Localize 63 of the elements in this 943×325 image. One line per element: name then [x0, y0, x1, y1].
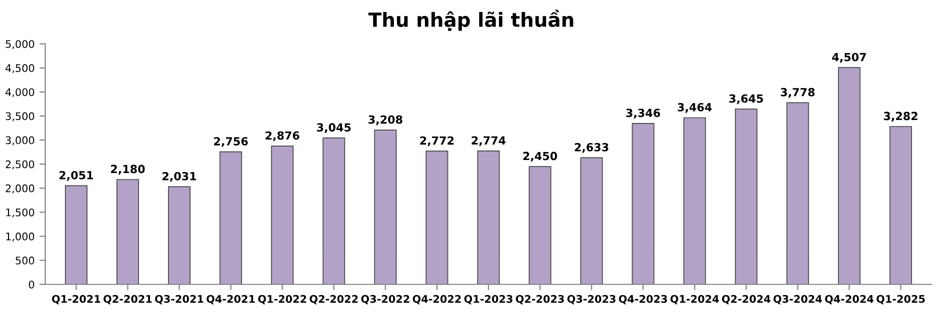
x-tick-label: Q1-2022: [258, 294, 306, 304]
data-label: 2,756: [214, 137, 248, 147]
x-tick-label: Q1-2021: [52, 294, 100, 304]
bar: [528, 166, 552, 284]
chart-title: Thu nhập lãi thuần: [368, 10, 574, 31]
y-tick-label: 4,500: [6, 64, 34, 74]
x-tick-label: Q3-2024: [774, 294, 822, 304]
x-tick-label: Q1-2025: [876, 294, 925, 304]
y-tick-label: 3,500: [6, 112, 34, 122]
bar: [890, 126, 912, 284]
y-tick-label: 4,000: [6, 88, 34, 98]
y-tick-label: 1,000: [6, 232, 34, 242]
bar: [426, 150, 448, 284]
y-tick-label: 2,500: [6, 160, 34, 170]
bar: [632, 123, 654, 284]
x-tick-label: Q3-2023: [567, 294, 616, 304]
bar: [374, 130, 397, 284]
x-tick-label: Q4-2022: [412, 294, 461, 304]
y-tick-label: 1,500: [6, 208, 34, 218]
data-label: 2,180: [111, 164, 145, 175]
data-label: 3,346: [626, 108, 660, 119]
x-tick-label: Q4-2024: [825, 294, 874, 304]
x-tick-label: Q3-2021: [155, 294, 204, 304]
x-tick-label: Q4-2023: [618, 294, 667, 304]
x-tick-label: Q1-2023: [464, 294, 512, 304]
x-tick-label: Q2-2021: [104, 294, 152, 304]
data-label: 2,772: [420, 136, 454, 146]
x-tick-label: Q2-2022: [310, 294, 358, 304]
data-label: 2,031: [162, 172, 196, 182]
x-tick-label: Q1-2024: [670, 294, 719, 304]
bar: [734, 108, 758, 284]
bar: [683, 117, 706, 284]
bar: [580, 157, 603, 284]
x-tick-label: Q2-2023: [516, 294, 564, 304]
data-label: 2,450: [523, 152, 558, 162]
data-label: 3,645: [729, 94, 763, 104]
bar: [168, 186, 190, 284]
y-tick-label: 500: [16, 256, 34, 264]
x-tick-label: Q3-2022: [361, 294, 410, 304]
bar: [477, 150, 500, 284]
bar: [271, 146, 294, 284]
data-label: 3,464: [678, 103, 712, 113]
x-tick-label: Q2-2024: [722, 294, 770, 304]
y-tick-label: 0: [28, 280, 34, 288]
bar: [64, 185, 88, 284]
data-label: 3,045: [317, 123, 351, 134]
data-label: 3,282: [884, 112, 918, 122]
data-label: 3,208: [368, 115, 402, 126]
bar: [322, 137, 346, 284]
data-label: 2,633: [574, 143, 608, 153]
data-label: 2,876: [266, 131, 300, 142]
data-label: 2,051: [59, 171, 93, 181]
y-tick-label: 3,000: [6, 136, 34, 146]
bar: [220, 151, 242, 284]
y-tick-label: 2,000: [6, 184, 34, 194]
bar: [116, 179, 139, 284]
bar: [838, 67, 860, 284]
bar: [786, 102, 809, 284]
y-tick-label: 5,000: [6, 40, 34, 50]
data-label: 2,774: [472, 136, 506, 146]
x-tick-label: Q4-2021: [206, 294, 255, 304]
data-label: 3,778: [780, 88, 815, 98]
data-label: 4,507: [832, 52, 866, 63]
